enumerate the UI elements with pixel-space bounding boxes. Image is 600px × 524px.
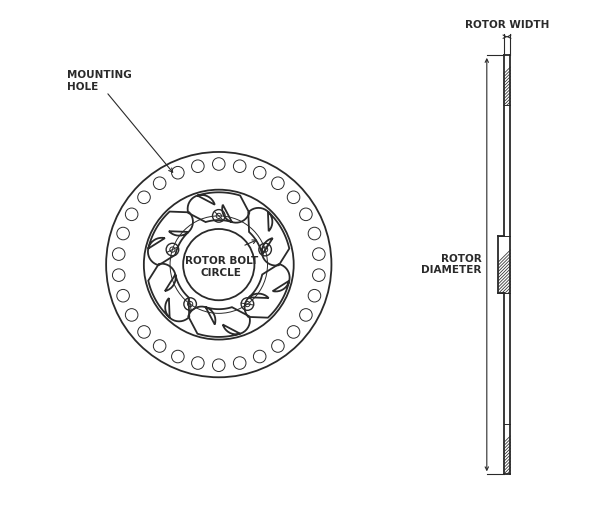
Text: MOUNTING
HOLE: MOUNTING HOLE (67, 70, 131, 92)
Text: ROTOR
DIAMETER: ROTOR DIAMETER (421, 254, 482, 276)
Text: ROTOR WIDTH: ROTOR WIDTH (465, 20, 549, 30)
Text: ROTOR BOLT
CIRCLE: ROTOR BOLT CIRCLE (185, 256, 258, 278)
